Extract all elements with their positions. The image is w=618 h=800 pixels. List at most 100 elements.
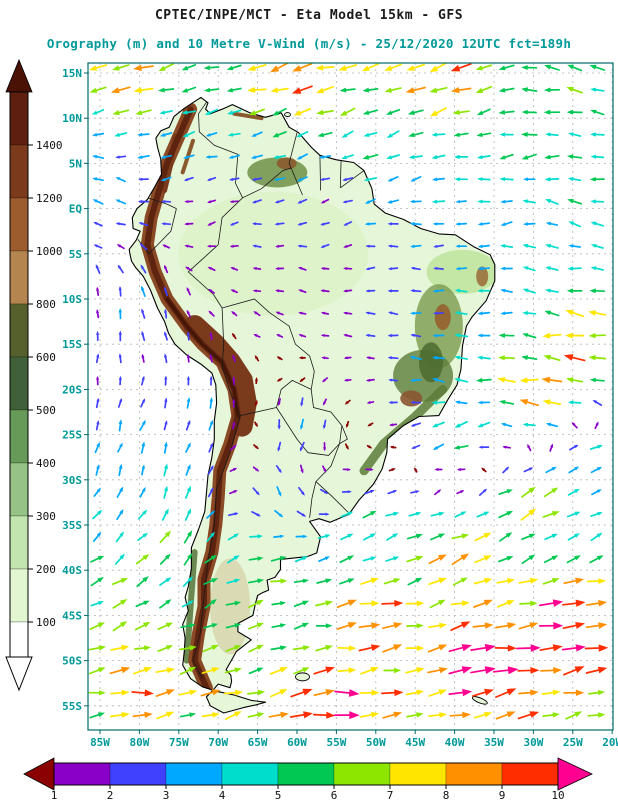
wind-arrow [409,199,422,204]
wind-band [221,762,279,786]
wind-arrow [112,109,130,116]
wind-arrow [338,64,358,71]
wind-arrow [96,330,100,341]
wind-arrow [185,266,193,272]
wind-arrow [590,532,603,542]
wind-arrow [476,132,492,137]
wind-arrow [499,532,513,542]
wind-arrow [299,441,305,452]
wind-arrow [136,576,149,588]
wind-arrow [498,355,516,361]
wind-arrow [91,109,105,115]
wind-arrow [298,356,306,360]
wind-arrow [568,244,581,248]
lon-tick-label: 80W [129,736,149,749]
wind-arrow [229,467,238,472]
wind-arrow [270,87,289,93]
wind-arrow [454,333,469,338]
wind-arrow [365,266,376,271]
wind-arrow [365,244,376,248]
wind-band [501,762,559,786]
wind-arrow [294,556,309,563]
orography-band [9,197,29,252]
wind-arrow [299,377,306,383]
islands [284,112,488,705]
wind-arrow [117,264,124,274]
wind-arrow [428,622,448,629]
wind-arrow [315,623,333,629]
wind-arrow [224,667,242,674]
orography-band [9,409,29,464]
wind-arrow [135,554,150,565]
wind-arrow [545,132,559,137]
wind-arrow [521,87,538,93]
wind-arrow [453,445,469,450]
wind-arrow [341,154,354,160]
wind-arrow [363,131,378,137]
wind-arrow [477,155,491,160]
wind-arrow [96,375,100,386]
wind-arrow [203,65,220,71]
wind-arrow [252,199,262,204]
wind-arrow [433,266,444,270]
lat-tick-label: 35S [62,519,82,532]
wind-scale-label: 3 [163,789,170,800]
wind-arrow [114,132,128,137]
wind-arrow [159,553,171,565]
wind-arrow [88,645,106,651]
wind-arrow [517,667,540,674]
wind-arrow [521,153,537,160]
wind-arrow [161,508,169,521]
wind-arrow [248,578,265,584]
wind-band [165,762,223,786]
wind-arrow [182,131,196,138]
wind-arrow [363,533,376,541]
wind-arrow [518,689,539,696]
wind-arrow [498,87,515,93]
wind-arrow [384,87,402,93]
orography-band [9,568,29,623]
wind-arrow [589,444,603,450]
map-frame: 15N 10N 5N EQ 5S 10S 15S 20S 25S 30S 35S 40S 45S 50S 5… [62,62,618,749]
wind-arrow [229,200,239,204]
orography-colorbar: 1400 1200 1000 800 600 500 400 300 200 100 [5,58,63,692]
wind-arrow [297,198,308,204]
wind-arrow [275,244,285,248]
wind-arrow [186,397,191,409]
wind-arrow [386,108,401,115]
wind-colorbar: 1 2 3 4 5 6 7 8 9 10 [23,757,593,800]
wind-arrow [382,644,403,653]
wind-arrow [388,468,396,472]
wind-arrow [141,285,146,297]
wind-arrow [296,176,308,182]
lon-tick-label: 45W [405,736,425,749]
wind-arrow [381,600,404,607]
wind-arrow [522,199,536,204]
wind-arrow [118,353,122,364]
wind-arrow [207,266,216,272]
wind-arrow [566,86,583,94]
orography-band [9,515,29,570]
wind-arrow [410,311,422,315]
wind-arrow [478,445,490,449]
wind-arrow [225,623,242,629]
orography-scale-label: 200 [36,563,56,576]
wind-arrow [252,222,262,226]
wind-arrow [567,266,582,271]
wind-arrow [382,711,403,719]
wind-arrow [522,288,536,294]
wind-arrow [115,531,125,543]
wind-arrow [227,555,240,564]
wind-arrow [544,177,560,182]
wind-arrow [477,355,491,360]
wind-arrow [252,466,260,472]
wind-arrow [340,533,354,541]
wind-arrow [432,421,445,428]
wind-arrow [500,221,513,226]
wind-arrow [452,109,470,115]
wind-arrow [90,555,105,563]
wind-arrow [254,399,258,406]
wind-arrow [359,689,380,696]
wind-arrow [430,107,447,117]
wind-arrow [567,177,582,182]
